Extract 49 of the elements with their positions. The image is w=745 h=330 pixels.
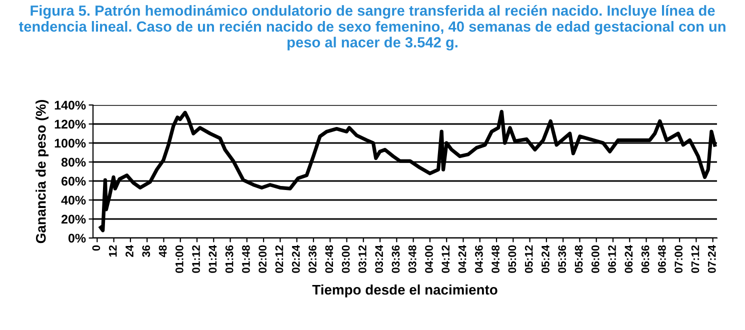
x-tick-label: 24 xyxy=(126,245,134,257)
x-tick-label: 06:12 xyxy=(608,245,616,273)
x-tick-label: 03:48 xyxy=(408,245,416,273)
x-tick-label: 06:00 xyxy=(591,245,600,273)
x-tick-label: 02:36 xyxy=(308,245,316,273)
x-tick-label: 06:24 xyxy=(624,245,633,273)
x-tick-label: 05:12 xyxy=(524,245,533,273)
x-tick-label: 02:24 xyxy=(292,245,300,273)
x-tick-label: 05:24 xyxy=(542,245,550,273)
x-tick-label: 04:36 xyxy=(474,245,483,273)
x-tick-label: 01:36 xyxy=(225,245,234,273)
x-tick-label: 04:48 xyxy=(492,245,500,273)
chart-title: Figura 5. Patrón hemodinámico ondulatorio de sangre transferida al recién nacido. Incluye línea de tendencia lineal. Caso de un recién nacido de sexo femenino, 40 semanas de edad gestacional con un peso al nacer de 3.542 g. xyxy=(18,4,726,50)
x-tick-label: 02:00 xyxy=(258,245,267,273)
x-tick-label: 05:00 xyxy=(508,245,516,273)
x-axis-title: Tiempo desde el nacimiento xyxy=(312,284,498,298)
x-tick-label: 48 xyxy=(158,245,167,258)
y-tick-label: 0% xyxy=(68,234,86,243)
x-tick-label: 02:48 xyxy=(325,245,334,273)
x-tick-label: 05:48 xyxy=(574,245,583,273)
x-tick-label: 01:24 xyxy=(208,245,217,273)
x-tick-label: 04:24 xyxy=(458,245,466,273)
y-tick-label: 140% xyxy=(54,100,86,110)
y-tick-label: 20% xyxy=(61,214,86,224)
x-tick-label: 06:36 xyxy=(641,245,650,273)
x-tick-label: 12 xyxy=(108,245,117,257)
x-tick-label: 07:12 xyxy=(691,245,700,273)
x-tick-label: 06:48 xyxy=(658,245,666,273)
x-tick-label: 36 xyxy=(142,245,150,258)
y-tick-label: 80% xyxy=(61,158,86,167)
x-tick-label: 03:12 xyxy=(358,245,366,273)
x-tick-label: 04:12 xyxy=(442,245,450,273)
x-tick-label: 05:36 xyxy=(558,245,566,273)
x-tick-label: 01:12 xyxy=(192,245,200,273)
x-tick-label: 03:00 xyxy=(342,245,350,273)
y-tick-label: 100% xyxy=(54,138,86,148)
x-tick-label: 03:36 xyxy=(392,245,400,273)
y-axis-title: Ganancia de peso (%) xyxy=(36,100,49,244)
x-tick-label: 01:00 xyxy=(175,245,184,273)
x-tick-label: 03:24 xyxy=(375,245,384,273)
y-tick-label: 120% xyxy=(54,120,86,129)
x-tick-label: 0 xyxy=(92,245,100,251)
y-tick-label: 60% xyxy=(61,176,86,186)
x-tick-label: 04:00 xyxy=(425,245,433,273)
x-tick-label: 01:48 xyxy=(242,245,250,273)
x-tick-label: 07:00 xyxy=(674,245,683,273)
x-tick-label: 02:12 xyxy=(275,245,284,273)
x-tick-label: 07:24 xyxy=(708,245,716,273)
y-tick-label: 40% xyxy=(61,196,86,205)
